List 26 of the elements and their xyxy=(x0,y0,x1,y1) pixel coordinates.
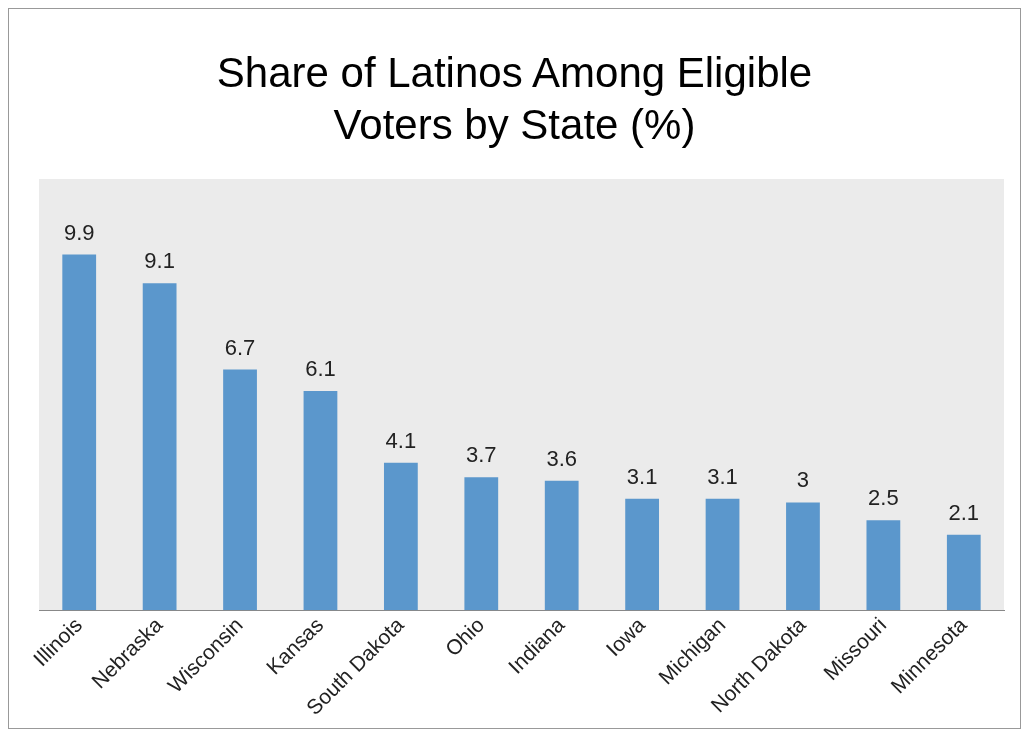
bar xyxy=(62,254,97,611)
x-tick-label: Ohio xyxy=(440,612,489,661)
bar xyxy=(705,498,740,611)
bar xyxy=(544,480,579,611)
bar xyxy=(866,520,901,611)
data-label: 3.1 xyxy=(626,463,658,489)
data-label: 3 xyxy=(796,467,810,493)
data-label: 9.9 xyxy=(63,219,95,245)
data-label: 6.1 xyxy=(305,356,336,382)
bar xyxy=(946,534,981,611)
data-label: 6.7 xyxy=(224,334,256,360)
data-label: 2.1 xyxy=(948,499,980,525)
bar xyxy=(223,369,257,611)
chart-title: Share of Latinos Among Eligible Voters by State (%) xyxy=(215,48,814,150)
bar xyxy=(383,462,418,611)
data-label: 4.1 xyxy=(385,427,417,453)
bar xyxy=(142,283,177,611)
bar xyxy=(303,391,338,611)
bar xyxy=(625,498,660,611)
data-label: 2.5 xyxy=(868,485,899,511)
bar xyxy=(464,477,499,611)
data-label: 3.1 xyxy=(707,463,738,489)
data-label: 3.7 xyxy=(465,442,497,468)
data-label: 3.6 xyxy=(546,445,578,471)
bar xyxy=(786,502,820,611)
data-label: 9.1 xyxy=(144,248,175,274)
